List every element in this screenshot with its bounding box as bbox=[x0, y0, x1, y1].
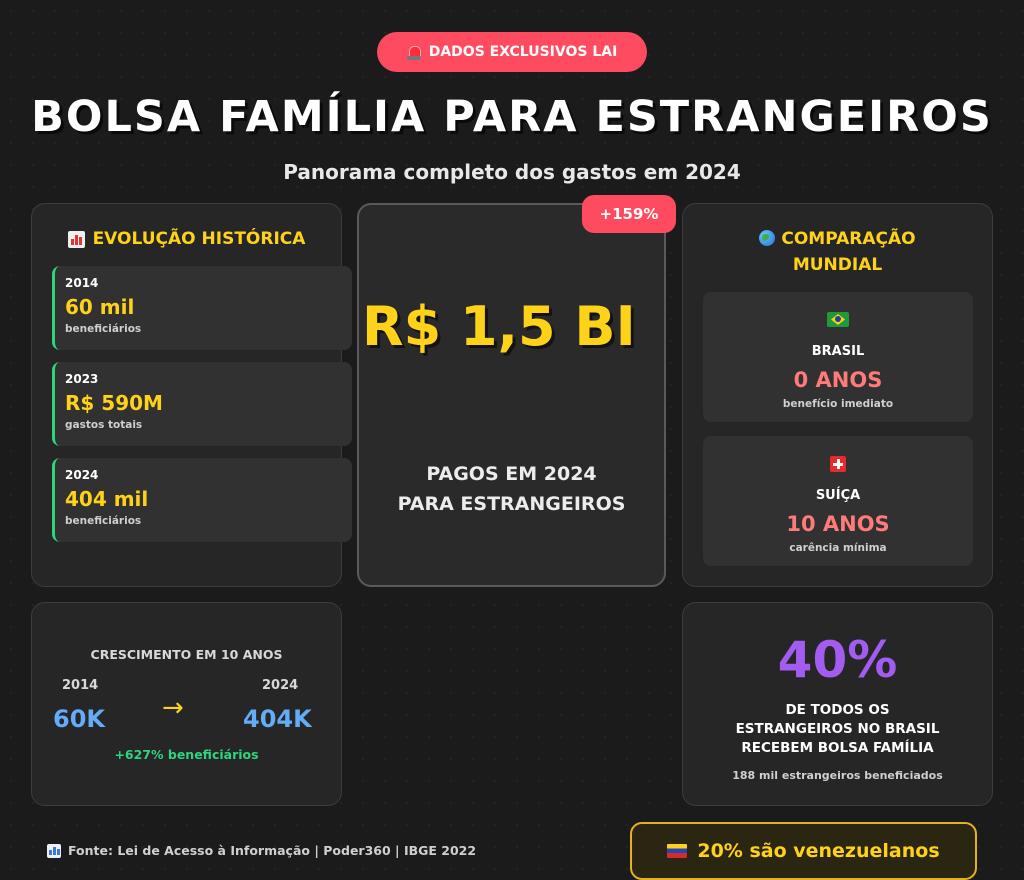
share-line3: RECEBEM BOLSA FAMÍLIA bbox=[741, 740, 934, 756]
venezuela-flag-icon bbox=[667, 844, 688, 858]
history-card: EVOLUÇÃO HISTÓRICA 2014 60 mil beneficiá… bbox=[31, 203, 352, 587]
world-title-text: COMPARAÇÃO bbox=[781, 229, 916, 249]
siren-icon bbox=[406, 44, 421, 60]
world-comparison-card: COMPARAÇÃO MUNDIAL BRASIL 0 ANOS benefíc… bbox=[682, 203, 993, 587]
country-desc: benefício imediato bbox=[782, 398, 894, 410]
history-title: EVOLUÇÃO HISTÓRICA bbox=[32, 226, 341, 252]
country-value: 10 ANOS bbox=[786, 512, 890, 536]
share-description: DE TODOS OS ESTRANGEIROS NO BRASIL RECEB… bbox=[683, 701, 992, 758]
history-year: 2023 bbox=[65, 372, 99, 386]
country-name: BRASIL bbox=[811, 344, 865, 359]
country-brazil: BRASIL 0 ANOS benefício imediato bbox=[703, 292, 973, 422]
history-item-2024: 2024 404 mil beneficiários bbox=[52, 458, 352, 542]
history-desc: beneficiários bbox=[65, 323, 142, 335]
growth-to-value: 404K bbox=[243, 705, 312, 733]
page-subtitle: Panorama completo dos gastos em 2024 bbox=[283, 160, 741, 184]
share-line1: DE TODOS OS bbox=[785, 702, 890, 718]
country-name: SUÍÇA bbox=[815, 488, 861, 503]
venezuelan-share-banner: 20% são venezuelanos bbox=[630, 822, 977, 880]
exclusive-data-badge: DADOS EXCLUSIVOS LAI bbox=[377, 32, 647, 72]
chart-icon bbox=[67, 230, 85, 248]
world-title: COMPARAÇÃO MUNDIAL bbox=[683, 226, 992, 278]
country-desc: carência mínima bbox=[789, 542, 887, 554]
growth-card: CRESCIMENTO EM 10 ANOS 2014 2024 60K → 4… bbox=[31, 602, 342, 806]
source-line: Fonte: Lei de Acesso à Informação | Pode… bbox=[47, 843, 476, 858]
history-value: R$ 590M bbox=[65, 391, 163, 415]
total-description: PAGOS EM 2024 PARA ESTRANGEIROS bbox=[359, 459, 664, 519]
share-percent: 40% bbox=[777, 631, 898, 689]
country-value: 0 ANOS bbox=[793, 368, 883, 392]
history-desc: beneficiários bbox=[65, 515, 142, 527]
source-text: Fonte: Lei de Acesso à Informação | Pode… bbox=[68, 843, 477, 858]
growth-title: CRESCIMENTO EM 10 ANOS bbox=[90, 647, 283, 662]
growth-footer: +627% beneficiários bbox=[114, 747, 259, 762]
history-item-2023: 2023 R$ 590M gastos totais bbox=[52, 362, 352, 446]
increase-badge: +159% bbox=[582, 195, 676, 233]
history-value: 60 mil bbox=[65, 295, 135, 319]
growth-to-year: 2024 bbox=[262, 678, 299, 693]
share-line2: ESTRANGEIROS NO BRASIL bbox=[735, 721, 940, 737]
venezuelan-share-text: 20% são venezuelanos bbox=[697, 840, 940, 862]
history-value: 404 mil bbox=[65, 487, 149, 511]
history-year: 2014 bbox=[65, 276, 99, 290]
history-item-2014: 2014 60 mil beneficiários bbox=[52, 266, 352, 350]
globe-icon bbox=[759, 230, 776, 246]
growth-from-year: 2014 bbox=[62, 678, 99, 693]
arrow-right-icon: → bbox=[162, 693, 184, 723]
history-year: 2024 bbox=[65, 468, 99, 482]
total-description-line2: PARA ESTRANGEIROS bbox=[397, 493, 626, 515]
history-desc: gastos totais bbox=[65, 419, 143, 431]
share-footer: 188 mil estrangeiros beneficiados bbox=[732, 769, 943, 782]
world-title-line1: COMPARAÇÃO bbox=[683, 226, 992, 252]
total-description-line1: PAGOS EM 2024 bbox=[426, 463, 597, 485]
exclusive-data-label: DADOS EXCLUSIVOS LAI bbox=[428, 44, 618, 60]
total-amount: R$ 1,5 BI bbox=[362, 295, 636, 358]
country-switzerland: SUÍÇA 10 ANOS carência mínima bbox=[703, 436, 973, 566]
brazil-flag-icon bbox=[827, 312, 849, 327]
switzerland-flag-icon bbox=[830, 456, 846, 472]
total-spending-card: R$ 1,5 BI PAGOS EM 2024 PARA ESTRANGEIRO… bbox=[357, 203, 666, 587]
growth-from-value: 60K bbox=[53, 705, 105, 733]
chart-icon bbox=[47, 843, 61, 858]
history-title-label: EVOLUÇÃO HISTÓRICA bbox=[92, 229, 306, 249]
page-title: BOLSA FAMÍLIA PARA ESTRANGEIROS bbox=[31, 92, 993, 142]
foreigner-share-card: 40% DE TODOS OS ESTRANGEIROS NO BRASIL R… bbox=[682, 602, 993, 806]
world-title-line2: MUNDIAL bbox=[792, 255, 883, 275]
